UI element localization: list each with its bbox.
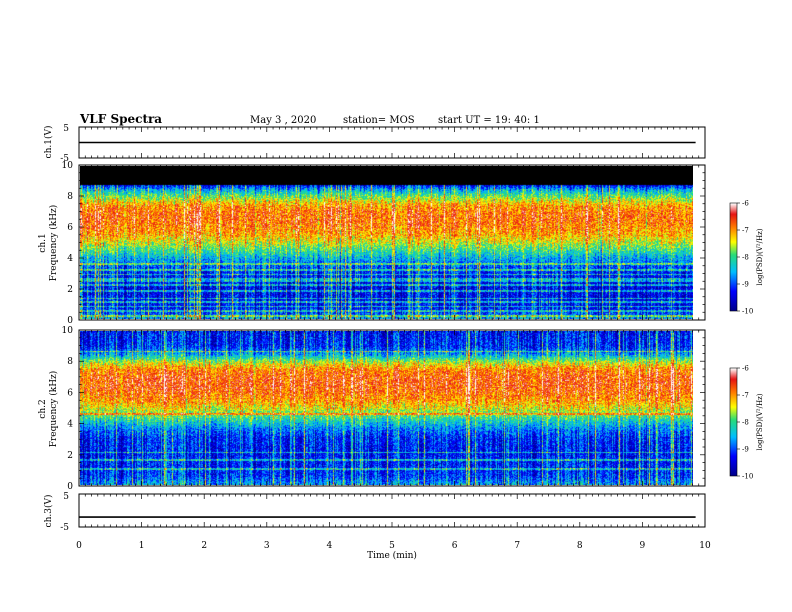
ch1-spec-ylabel: Frequency (kHz) <box>48 205 59 282</box>
panel-ch1-wave: 5 -5 ch.1(V) <box>43 124 706 164</box>
x-axis-label: Time (min) <box>367 550 417 561</box>
colorbar-ch1-holder <box>730 203 737 311</box>
ch1-spectrogram-image-holder <box>80 166 693 319</box>
freq-tick-label: 4 <box>67 420 73 430</box>
ch1-wave-ylabel: ch.1(V) <box>43 126 54 159</box>
colorbar-tick-label: -9 <box>742 446 749 454</box>
ch2-spectrogram-image-holder <box>80 331 693 485</box>
ch1-wave-tick-5: 5 <box>63 124 69 134</box>
ch3-wave-tick-5: 5 <box>63 492 69 502</box>
freq-tick-label: 0 <box>67 316 73 326</box>
freq-tick-label: 10 <box>62 326 74 336</box>
x-tick-label: 9 <box>640 541 646 551</box>
x-tick-label: 2 <box>201 541 207 551</box>
freq-tick-label: 10 <box>62 161 74 171</box>
colorbar-tick-label: -9 <box>742 281 749 289</box>
freq-tick-label: 0 <box>67 482 73 492</box>
colorbar-tick-label: -7 <box>742 227 749 235</box>
header-date: May 3 , 2020 <box>250 115 316 126</box>
freq-tick-label: 8 <box>67 357 73 367</box>
ch1-wave-tick-minus5: -5 <box>60 154 69 164</box>
colorbar-ch2-gradient <box>730 368 737 476</box>
freq-tick-label: 6 <box>67 223 73 233</box>
x-tick-label: 8 <box>577 541 583 551</box>
colorbar-ch1: -6 -7 -8 -9 -10 log(PSD)(V²/Hz) <box>729 200 764 316</box>
x-tick-label: 3 <box>264 541 270 551</box>
colorbar-tick-label: -10 <box>742 308 753 316</box>
colorbar-tick-label: -8 <box>742 254 749 262</box>
ch2-spec-ylabel-channel: ch.2 <box>38 399 48 418</box>
figure-title: VLF Spectra <box>79 112 162 126</box>
colorbar-ch1-gradient <box>730 203 737 311</box>
colorbar-ch1-label: log(PSD)(V²/Hz) <box>756 228 764 285</box>
time-axis: 0 1 2 3 4 5 6 7 8 9 10 <box>76 127 711 551</box>
colorbar-tick-label: -10 <box>742 473 753 481</box>
ch2-spectrogram-heatmap <box>80 331 693 485</box>
freq-tick-label: 8 <box>67 192 73 202</box>
ch2-spec-ylabel: Frequency (kHz) <box>48 371 59 448</box>
x-tick-label: 6 <box>452 541 458 551</box>
freq-tick-label: 6 <box>67 388 73 398</box>
panel-ch3-wave: 5 -5 ch.3(V) <box>43 492 706 533</box>
colorbar-tick-label: -7 <box>742 392 749 400</box>
x-tick-label: 4 <box>327 541 333 551</box>
ch1-spec-ylabel-channel: ch.1 <box>38 233 48 252</box>
x-tick-label: 1 <box>139 541 145 551</box>
freq-tick-label: 4 <box>67 254 73 264</box>
header-start-ut: start UT = 19: 40: 1 <box>438 115 540 126</box>
freq-tick-label: 2 <box>67 451 73 461</box>
header-station: station= MOS <box>343 115 415 126</box>
x-tick-label: 0 <box>76 541 82 551</box>
x-tick-label: 10 <box>699 541 711 551</box>
colorbar-tick-label: -6 <box>742 365 749 373</box>
ch3-wave-ylabel: ch.3(V) <box>43 495 54 528</box>
ch1-spectrogram-heatmap <box>80 166 693 319</box>
freq-tick-label: 2 <box>67 285 73 295</box>
colorbar-ch2-holder <box>730 368 737 476</box>
panel-ch2-spectrogram: 10 8 6 4 2 0 ch.2 Frequency (kHz) <box>38 326 706 492</box>
colorbar-ch2-label: log(PSD)(V²/Hz) <box>756 393 764 450</box>
panel-ch1-spectrogram: 10 8 6 4 2 0 ch.1 Frequency (kHz) <box>38 161 706 326</box>
colorbar-ch2: -6 -7 -8 -9 -10 log(PSD)(V²/Hz) <box>729 365 764 481</box>
colorbar-tick-label: -8 <box>742 419 749 427</box>
colorbar-tick-label: -6 <box>742 200 749 208</box>
x-tick-label: 7 <box>514 541 520 551</box>
ch3-wave-tick-minus5: -5 <box>60 523 69 533</box>
x-tick-label: 5 <box>389 541 395 551</box>
